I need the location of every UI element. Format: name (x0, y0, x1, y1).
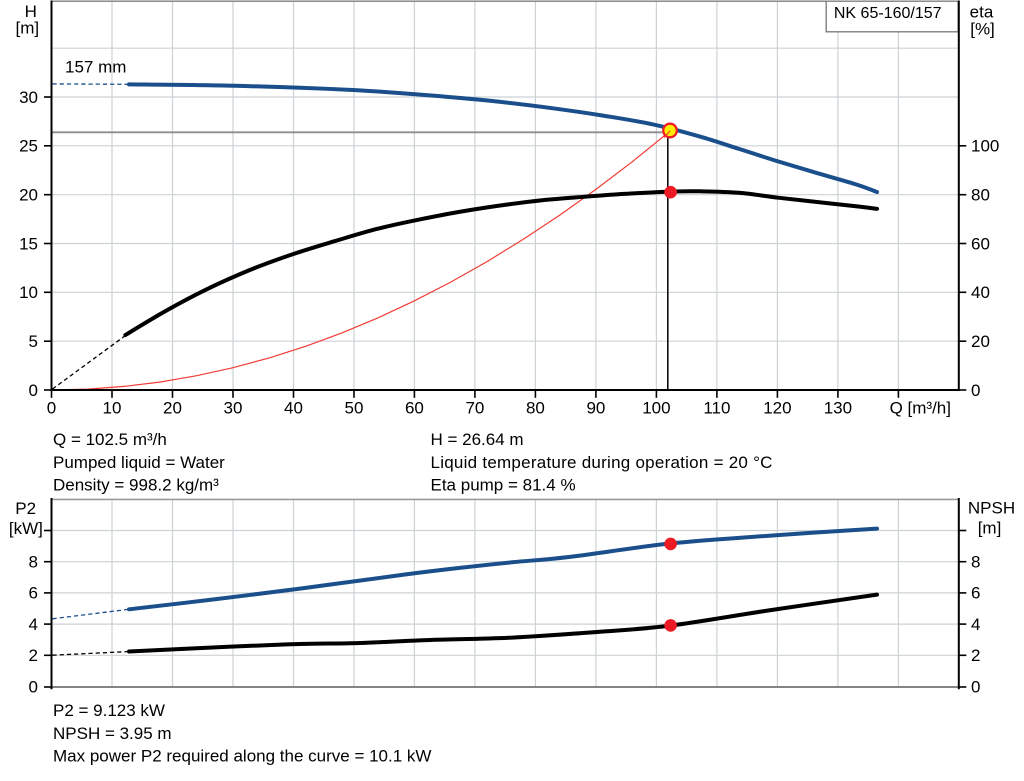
svg-text:80: 80 (971, 186, 990, 205)
svg-text:90: 90 (586, 398, 605, 417)
svg-text:80: 80 (526, 398, 545, 417)
svg-text:60: 60 (405, 398, 424, 417)
svg-text:H = 26.64 m: H = 26.64 m (431, 430, 524, 449)
svg-text:40: 40 (971, 283, 990, 302)
svg-text:Q = 102.5 m³/h: Q = 102.5 m³/h (53, 430, 167, 449)
svg-text:120: 120 (763, 398, 791, 417)
svg-text:2: 2 (29, 646, 38, 665)
svg-text:0: 0 (971, 677, 980, 696)
svg-text:6: 6 (971, 584, 980, 603)
svg-text:[m]: [m] (15, 18, 39, 37)
svg-text:NPSH: NPSH (968, 499, 1015, 518)
svg-text:8: 8 (29, 553, 38, 572)
svg-text:30: 30 (19, 88, 38, 107)
svg-text:Density = 998.2 kg/m³: Density = 998.2 kg/m³ (53, 476, 219, 495)
svg-text:NPSH = 3.95 m: NPSH = 3.95 m (53, 724, 172, 743)
svg-text:8: 8 (971, 553, 980, 572)
svg-text:[kW]: [kW] (9, 519, 43, 538)
svg-text:Max power P2 required along th: Max power P2 required along the curve = … (53, 746, 431, 765)
svg-text:Q [m³/h]: Q [m³/h] (890, 398, 951, 417)
svg-text:eta: eta (970, 3, 994, 22)
svg-text:20: 20 (19, 186, 38, 205)
svg-text:20: 20 (163, 398, 182, 417)
svg-text:[%]: [%] (970, 20, 995, 39)
svg-text:[m]: [m] (978, 519, 1002, 538)
svg-text:H: H (25, 2, 37, 21)
svg-text:110: 110 (703, 398, 730, 417)
svg-text:0: 0 (29, 381, 38, 400)
svg-text:130: 130 (824, 398, 852, 417)
svg-text:10: 10 (19, 283, 38, 302)
svg-text:157 mm: 157 mm (65, 57, 126, 76)
svg-text:5: 5 (29, 332, 38, 351)
svg-text:25: 25 (19, 137, 38, 156)
svg-text:NK 65-160/157: NK 65-160/157 (834, 5, 942, 22)
svg-text:100: 100 (971, 137, 999, 156)
svg-text:40: 40 (284, 398, 303, 417)
svg-text:2: 2 (971, 646, 980, 665)
svg-text:15: 15 (19, 234, 38, 253)
svg-text:0: 0 (971, 381, 980, 400)
svg-text:4: 4 (971, 615, 980, 634)
svg-text:50: 50 (345, 398, 364, 417)
svg-text:0: 0 (29, 677, 38, 696)
svg-text:P2 = 9.123 kW: P2 = 9.123 kW (53, 701, 165, 720)
svg-text:10: 10 (103, 398, 122, 417)
svg-text:Pumped liquid = Water: Pumped liquid = Water (53, 453, 225, 472)
svg-text:Liquid temperature during oper: Liquid temperature during operation = 20… (431, 453, 773, 472)
svg-text:100: 100 (642, 398, 670, 417)
svg-text:0: 0 (47, 398, 56, 417)
svg-text:4: 4 (29, 615, 38, 634)
svg-text:60: 60 (971, 234, 990, 253)
svg-text:Eta pump = 81.4 %: Eta pump = 81.4 % (431, 476, 576, 495)
svg-text:6: 6 (29, 584, 38, 603)
svg-text:20: 20 (971, 332, 990, 351)
svg-text:P2: P2 (15, 499, 36, 518)
svg-text:70: 70 (465, 398, 484, 417)
svg-text:30: 30 (224, 398, 243, 417)
